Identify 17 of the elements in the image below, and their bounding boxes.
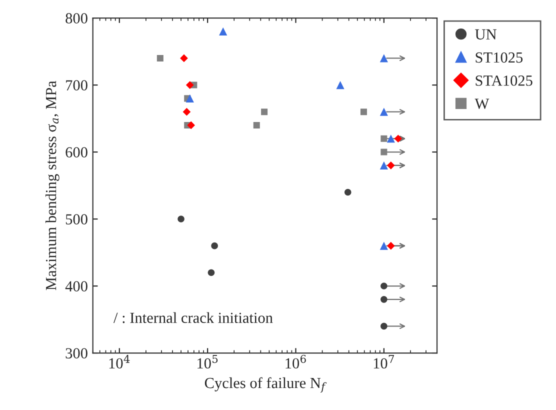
x-axis-title: Cycles of failure N$_{f}$ [204, 377, 327, 393]
y-tick-label: 500 [66, 214, 88, 224]
y-tick-label: 300 [66, 348, 88, 358]
legend-label: STA1025 [476, 76, 532, 86]
x-tick-label: 10$^{7}$ [374, 355, 394, 369]
y-tick-label: 700 [66, 80, 88, 90]
y-tick-label: 400 [65, 281, 88, 292]
x-tick-label: 10$^{6}$ [286, 354, 306, 369]
x-tick-label: 10$^{4}$ [109, 354, 130, 369]
y-tick-label: 800 [66, 13, 88, 24]
legend-label: UN [475, 29, 496, 40]
x-tick-label: 10$^{5}$ [198, 355, 218, 369]
annotation: / : Internal crack initiation [114, 312, 273, 324]
y-axis-title: Maximum bending stress σ$_{a}$, MPa [45, 80, 60, 290]
y-tick-label: 600 [66, 147, 88, 158]
legend-label: W [474, 98, 490, 110]
legend-label: ST1025 [476, 52, 523, 63]
